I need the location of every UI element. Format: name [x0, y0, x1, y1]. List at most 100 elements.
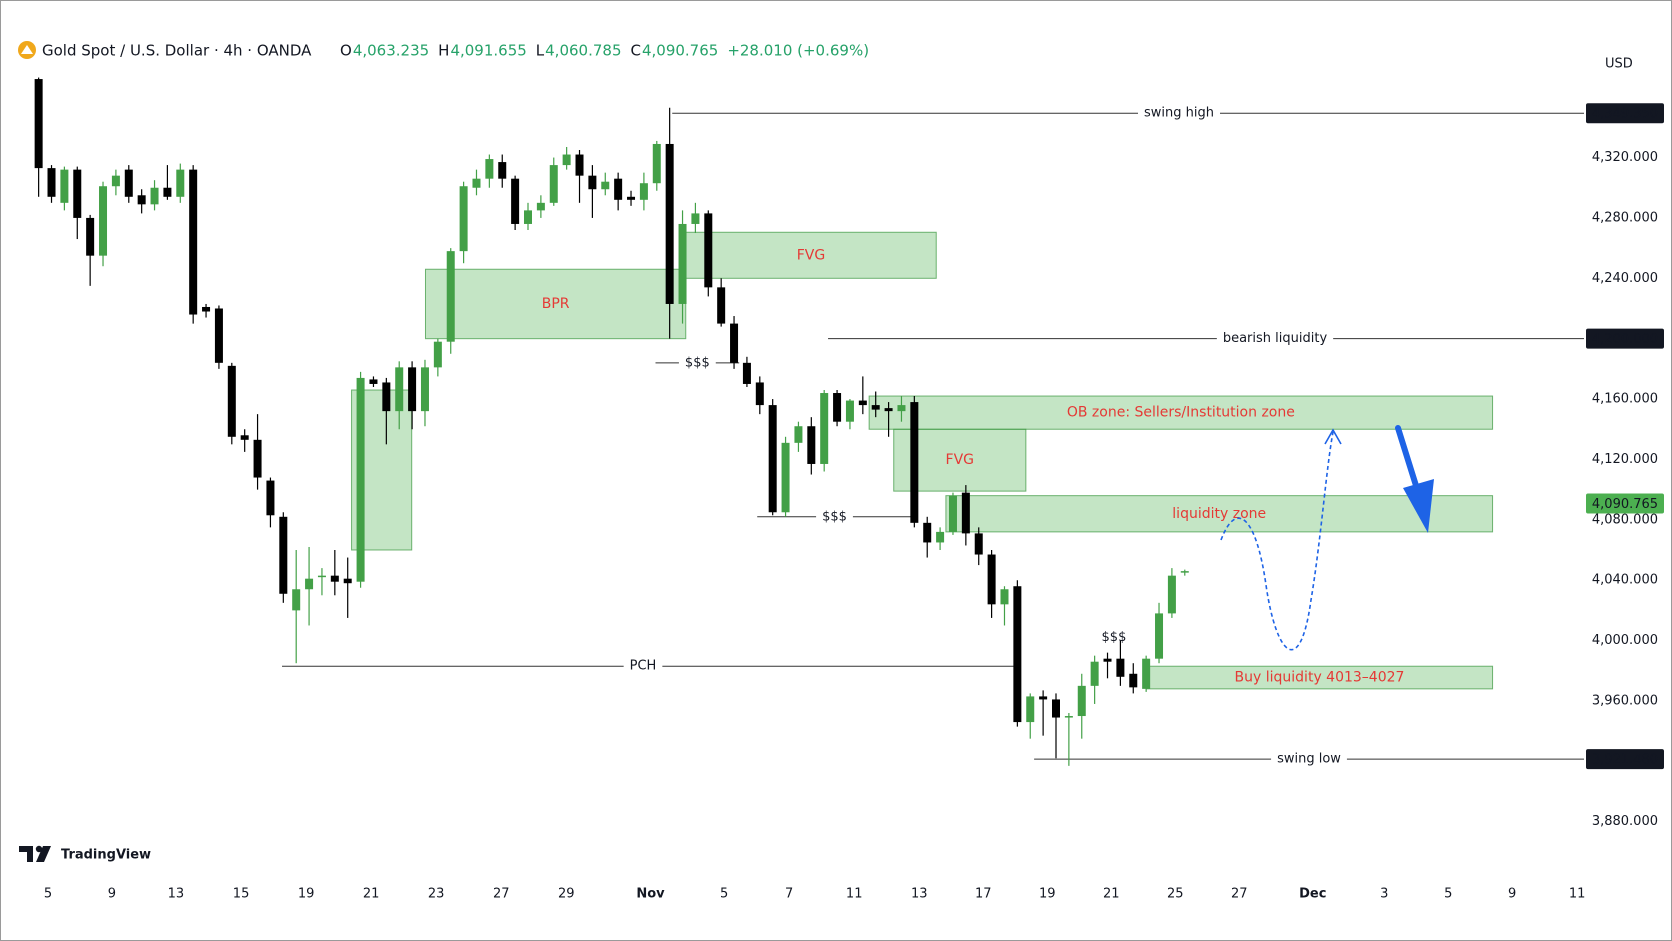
candle-body	[948, 495, 957, 532]
candle-body	[1026, 696, 1035, 723]
candle-body	[575, 154, 584, 176]
x-tick-label: 9	[1508, 887, 1516, 902]
candle-body	[189, 169, 198, 315]
last-price-badge	[1586, 493, 1664, 514]
candle-body	[910, 402, 919, 523]
candle-body	[1039, 696, 1048, 700]
candle-body	[86, 217, 95, 256]
zone	[868, 395, 1494, 430]
candle-body	[974, 533, 983, 555]
y-tick-label: 4,160.000	[1592, 392, 1658, 407]
candle-body	[330, 575, 339, 582]
candle-body	[820, 393, 829, 464]
candle-body	[124, 169, 133, 197]
candle-body	[292, 589, 301, 611]
candle-body	[588, 175, 597, 190]
x-tick-label: 21	[1103, 887, 1120, 902]
candle-body	[240, 435, 249, 440]
candle-body	[382, 382, 391, 412]
candle-body	[781, 442, 790, 513]
candle-body	[446, 251, 455, 342]
candle-body	[253, 439, 262, 478]
level-label-bg	[816, 507, 853, 526]
candle-body	[408, 367, 417, 412]
x-tick-label: 21	[363, 887, 380, 902]
candle-body	[369, 379, 378, 384]
candle-body	[1155, 613, 1164, 659]
level-label-bg	[1216, 329, 1334, 348]
x-tick-label: 27	[493, 887, 510, 902]
candle-body	[639, 183, 648, 200]
x-tick-label: 11	[846, 887, 863, 902]
candle-body	[305, 578, 314, 590]
candle-body	[395, 367, 404, 412]
candle-body	[266, 480, 275, 516]
zone-label: BPR	[542, 296, 570, 312]
candle-body	[858, 400, 867, 406]
x-tick-label: 9	[108, 887, 116, 902]
ohlc-key: L	[536, 42, 545, 60]
projection-path	[1220, 431, 1334, 651]
candle-body	[1167, 575, 1176, 614]
candle-body	[833, 393, 842, 422]
candle-body	[742, 362, 751, 384]
labels: 4,320.000 4,280.000 4,240.000 4,200.000 4,16…	[44, 103, 1664, 902]
zone	[945, 495, 1494, 533]
y-tick-label: 4,320.000	[1592, 150, 1658, 165]
last-price-label: 4,090.765	[1592, 497, 1658, 512]
ohlc-value: 4,090.765	[642, 42, 718, 60]
candle-body	[768, 405, 777, 513]
candle-body	[1129, 673, 1138, 688]
candle-body	[99, 186, 108, 256]
candle-body	[176, 169, 185, 197]
level-label: swing low	[1277, 752, 1341, 767]
ohlc-readout: O 4,063.235 H 4,091.655 L 4,060.785 C 4,090.765…	[340, 42, 869, 60]
x-tick-label: 17	[975, 887, 992, 902]
x-tick-label: 5	[1444, 887, 1452, 902]
candle-body	[433, 341, 442, 368]
candle-body	[214, 308, 223, 363]
level-label: bearish liquidity	[1223, 331, 1328, 346]
price-badge-label: 4,200.000	[1592, 332, 1658, 347]
zone	[685, 231, 937, 279]
level-label-bg	[1138, 104, 1220, 123]
x-tick-label: Nov	[636, 887, 665, 902]
price-badge-label: 3,921.480	[1592, 753, 1658, 768]
level-label: PCH	[630, 659, 657, 674]
x-tick-label: 25	[1167, 887, 1184, 902]
candle-body	[704, 213, 713, 288]
candle-body	[755, 382, 764, 406]
candle-body	[1090, 661, 1099, 686]
candle-body	[137, 195, 146, 205]
candle-body	[279, 516, 288, 594]
candle-body	[987, 554, 996, 605]
candle-body	[1052, 699, 1060, 718]
candle-body	[601, 181, 610, 190]
price-badge	[1586, 103, 1664, 124]
candle-body	[936, 531, 945, 543]
candle-body	[202, 306, 211, 312]
x-tick-label: 19	[298, 887, 315, 902]
x-tick-label: 3	[1380, 887, 1388, 902]
x-tick-label: 23	[428, 887, 445, 902]
candle-body	[923, 522, 932, 543]
candle-body	[730, 323, 739, 363]
candle-body	[1142, 658, 1151, 689]
candle-body	[536, 202, 545, 211]
candle-body	[845, 400, 854, 422]
candle-body	[1103, 658, 1112, 662]
candle-body	[485, 159, 494, 179]
ohlc-value: 4,063.235	[353, 42, 429, 60]
candle-body	[1064, 716, 1073, 718]
level-label: $$$	[822, 509, 847, 524]
x-tick-label: 27	[1231, 887, 1248, 902]
candle-body	[1116, 658, 1125, 677]
candle-body	[73, 169, 82, 218]
logo-mark	[19, 846, 33, 862]
candle-body	[807, 426, 816, 464]
x-tick-label: 15	[233, 887, 250, 902]
candle-body	[961, 492, 970, 534]
candle-body	[163, 187, 172, 197]
candle-body	[884, 408, 893, 412]
